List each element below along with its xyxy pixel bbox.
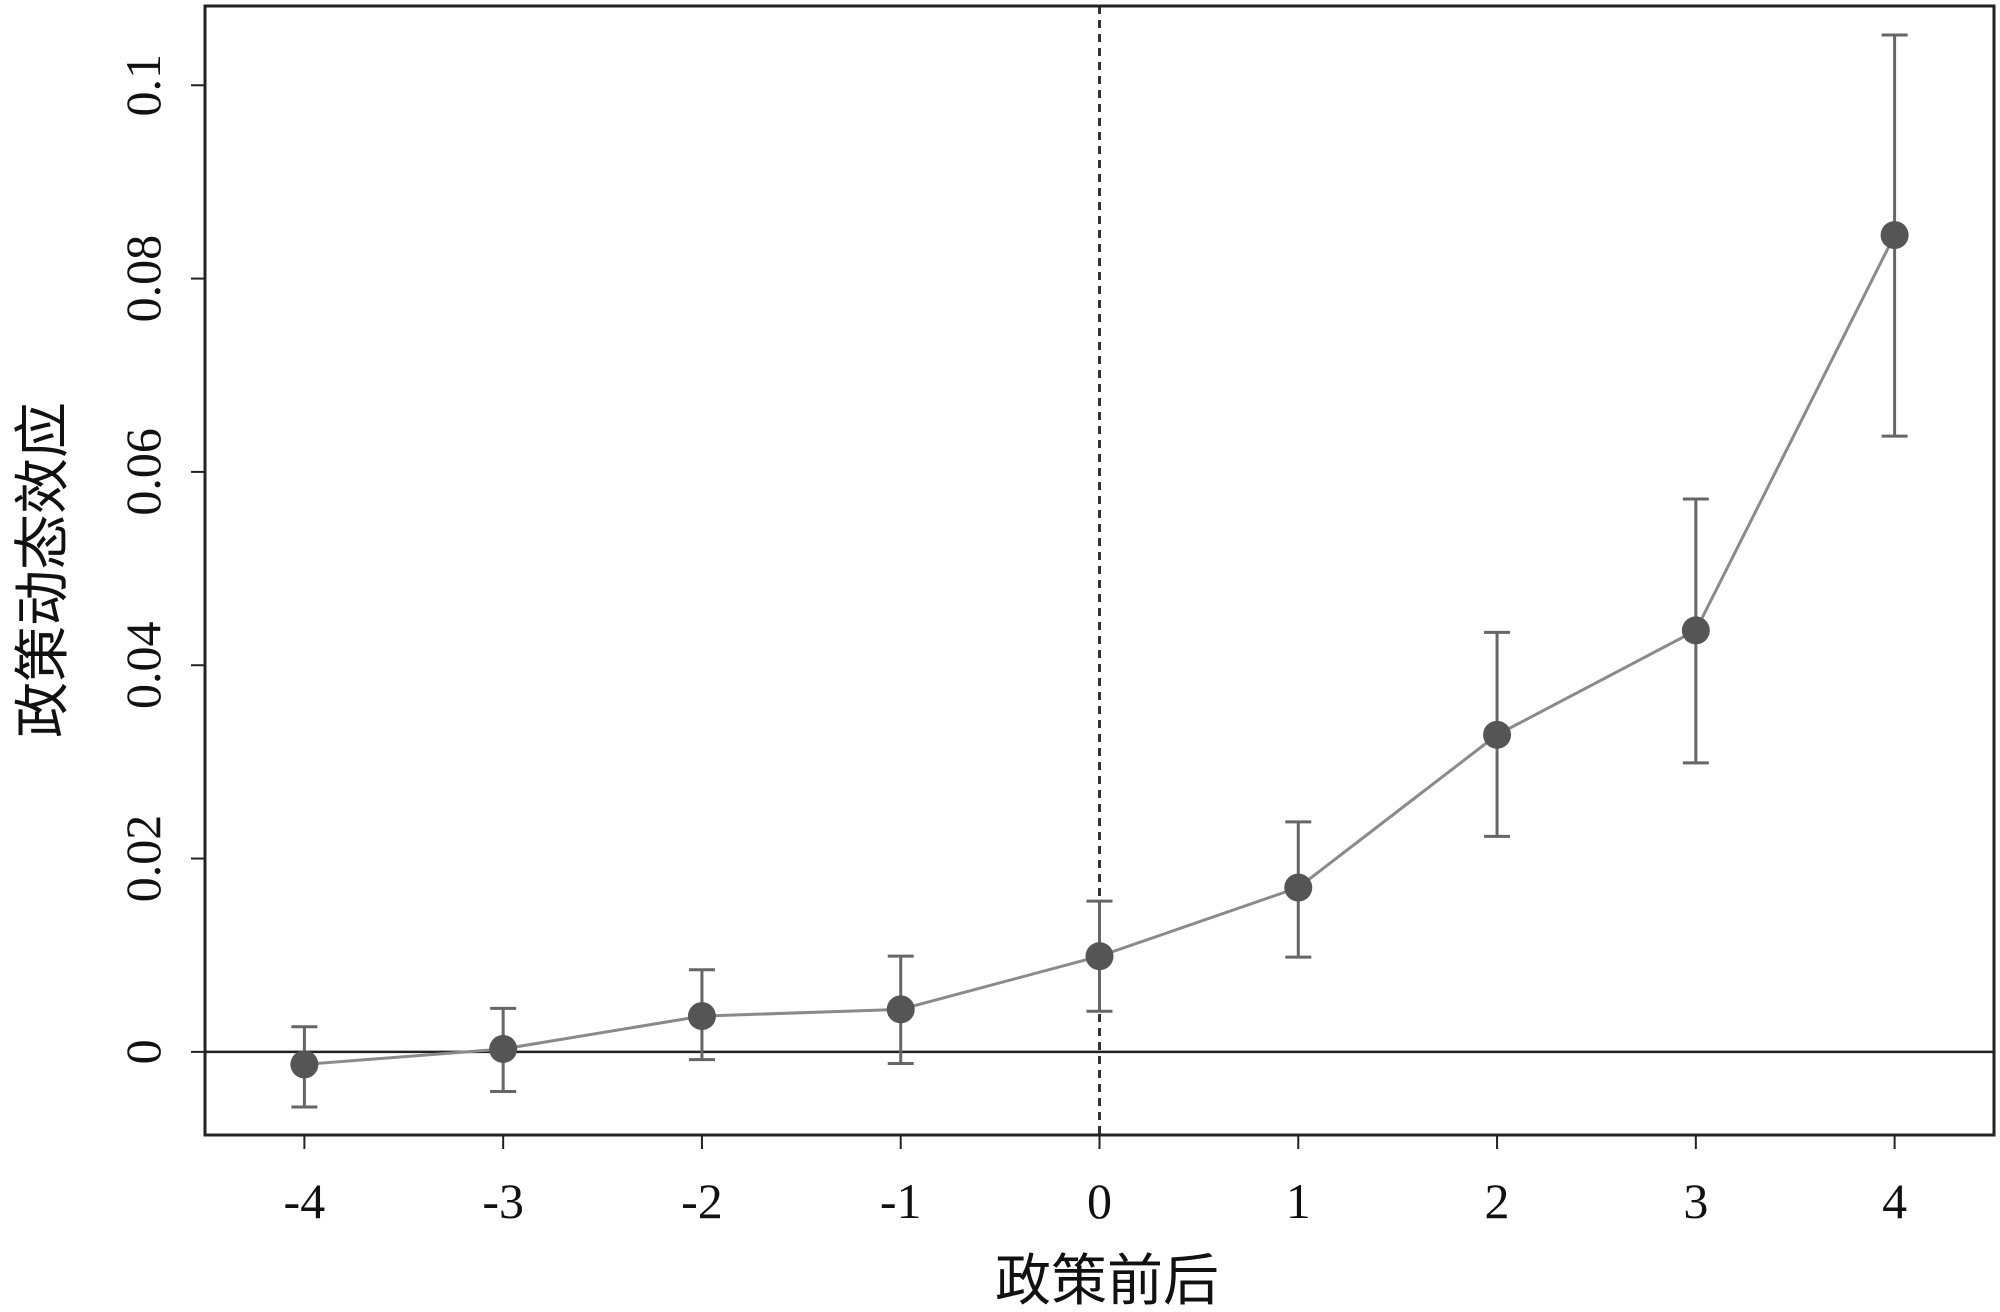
point [886, 995, 915, 1024]
plot-frame [203, 4, 1996, 1137]
y-tick-label: 0.04 [115, 621, 171, 709]
x-tick-label: -2 [681, 1173, 723, 1229]
x-tick-label: 3 [1683, 1173, 1708, 1229]
x-tick-label: 4 [1882, 1173, 1907, 1229]
x-tick-label: -1 [880, 1173, 922, 1229]
x-tick-label: 0 [1087, 1173, 1112, 1229]
y-tick-label: 0.08 [115, 235, 171, 323]
point [489, 1034, 518, 1063]
x-tick-label: -4 [284, 1173, 326, 1229]
y-axis-label: 政策动态效应 [13, 402, 75, 738]
y-tick-label: 0.1 [115, 54, 171, 117]
x-tick-label: 2 [1485, 1173, 1510, 1229]
x-tick-label: 1 [1286, 1173, 1311, 1229]
point [1880, 221, 1909, 250]
point [290, 1050, 319, 1079]
point [1085, 942, 1114, 971]
x-tick-label: -3 [482, 1173, 524, 1229]
point [1681, 616, 1710, 645]
point [1284, 873, 1313, 902]
point [687, 1002, 716, 1031]
y-tick-label: 0 [115, 1039, 171, 1064]
point [1483, 720, 1512, 749]
y-tick-label: 0.06 [115, 428, 171, 516]
y-tick-label: 0.02 [115, 815, 171, 903]
x-axis-label: 政策前后 [995, 1251, 1219, 1312]
